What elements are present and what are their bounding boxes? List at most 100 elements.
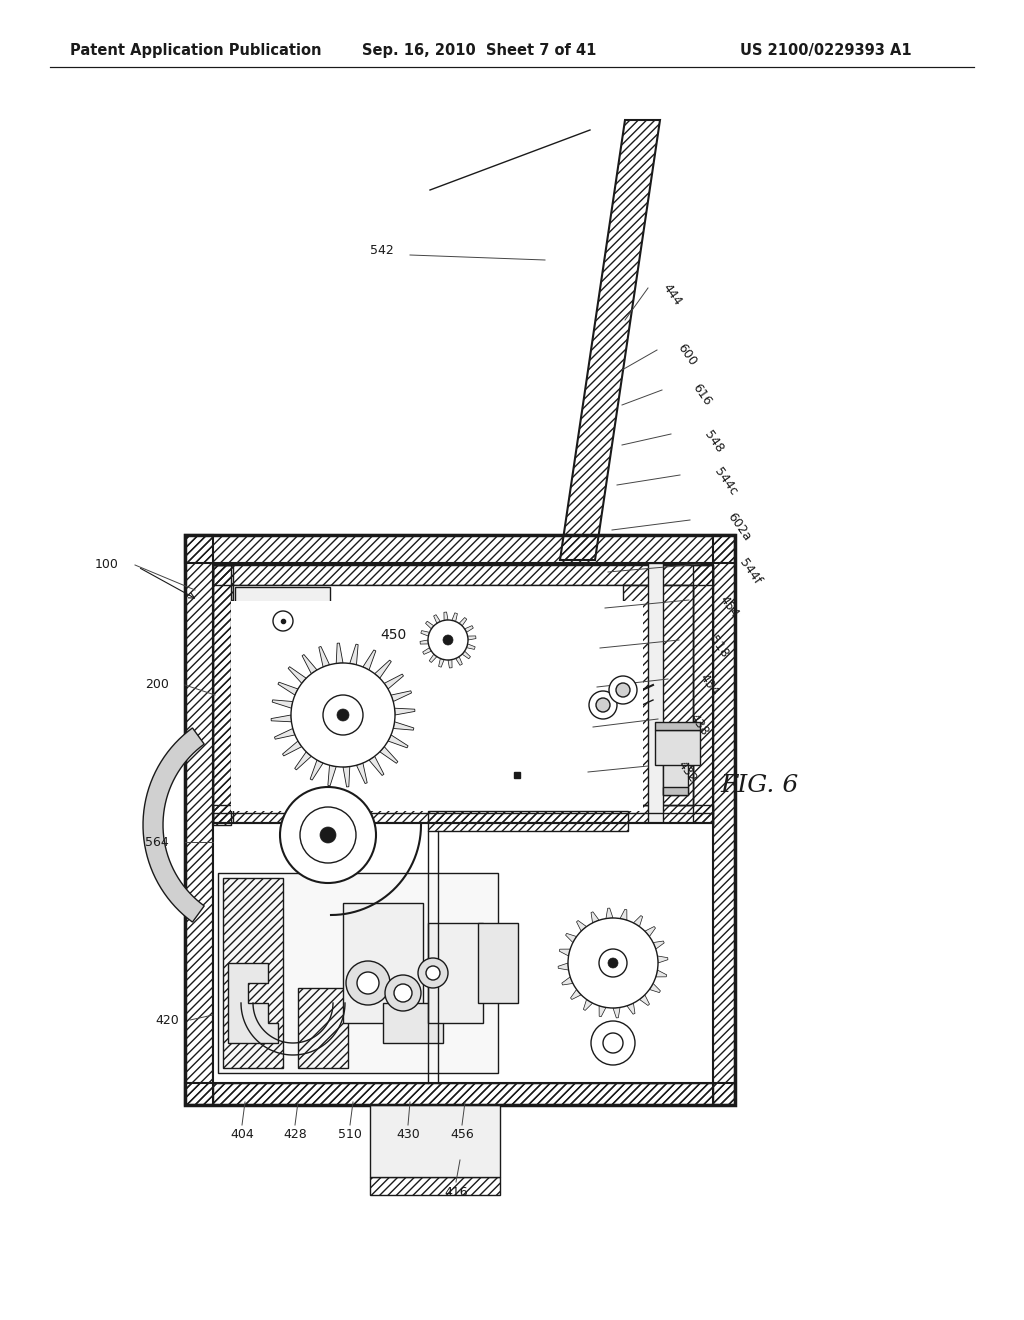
Polygon shape xyxy=(272,700,293,709)
Polygon shape xyxy=(228,964,278,1043)
Polygon shape xyxy=(213,805,343,830)
Polygon shape xyxy=(375,660,391,678)
Polygon shape xyxy=(433,615,440,623)
Polygon shape xyxy=(356,763,368,784)
Polygon shape xyxy=(558,964,568,970)
Polygon shape xyxy=(429,655,437,663)
Polygon shape xyxy=(274,729,295,739)
Bar xyxy=(531,755,556,795)
Polygon shape xyxy=(394,709,415,715)
Circle shape xyxy=(616,682,630,697)
Text: 450: 450 xyxy=(380,628,407,642)
Text: 420: 420 xyxy=(155,1014,179,1027)
Bar xyxy=(655,730,700,766)
Bar xyxy=(213,565,713,825)
Polygon shape xyxy=(655,970,667,977)
Polygon shape xyxy=(599,1006,606,1016)
Bar xyxy=(663,744,688,795)
Text: 510: 510 xyxy=(338,1129,361,1142)
Polygon shape xyxy=(271,715,292,722)
Polygon shape xyxy=(452,612,458,622)
Circle shape xyxy=(418,958,449,987)
Polygon shape xyxy=(302,655,317,673)
Polygon shape xyxy=(384,675,403,689)
Bar xyxy=(233,585,693,805)
Polygon shape xyxy=(639,995,649,1006)
Polygon shape xyxy=(577,920,587,931)
Polygon shape xyxy=(657,956,668,964)
Polygon shape xyxy=(591,912,599,923)
Text: 518: 518 xyxy=(707,634,731,660)
Bar xyxy=(218,873,498,1073)
Polygon shape xyxy=(634,916,643,927)
Circle shape xyxy=(591,1020,635,1065)
Text: FIG. 6: FIG. 6 xyxy=(720,774,799,796)
Bar xyxy=(428,923,483,1023)
Polygon shape xyxy=(462,651,470,659)
Polygon shape xyxy=(438,659,444,667)
Circle shape xyxy=(319,828,336,843)
Bar xyxy=(693,565,713,825)
Bar xyxy=(213,565,713,585)
Polygon shape xyxy=(288,667,306,684)
Text: 564: 564 xyxy=(145,836,169,849)
Polygon shape xyxy=(562,977,572,985)
Bar xyxy=(213,822,713,1082)
Bar xyxy=(213,565,231,825)
Bar xyxy=(428,810,628,832)
Polygon shape xyxy=(278,682,298,696)
Bar xyxy=(343,903,423,1023)
Text: 404: 404 xyxy=(230,1129,254,1142)
Text: 430: 430 xyxy=(396,1129,420,1142)
Polygon shape xyxy=(388,735,408,748)
Text: 456: 456 xyxy=(451,1129,474,1142)
Text: 432: 432 xyxy=(675,759,699,785)
Text: Patent Application Publication: Patent Application Publication xyxy=(70,42,322,58)
Circle shape xyxy=(323,696,362,735)
Polygon shape xyxy=(649,983,660,993)
Circle shape xyxy=(596,698,610,711)
Polygon shape xyxy=(456,656,463,665)
Bar xyxy=(185,535,213,1105)
Polygon shape xyxy=(606,908,613,919)
Bar xyxy=(623,585,693,805)
Circle shape xyxy=(608,958,618,968)
Bar xyxy=(185,535,735,564)
Polygon shape xyxy=(393,722,414,730)
Polygon shape xyxy=(283,741,302,756)
Polygon shape xyxy=(621,909,627,920)
Polygon shape xyxy=(459,618,467,626)
Text: 544f: 544f xyxy=(737,557,764,587)
Text: 454: 454 xyxy=(717,594,741,620)
Bar xyxy=(370,1177,500,1195)
Text: 542: 542 xyxy=(370,243,394,256)
Text: US 2100/0229393 A1: US 2100/0229393 A1 xyxy=(740,42,911,58)
Polygon shape xyxy=(343,767,350,787)
Bar xyxy=(503,755,531,795)
Text: 602a: 602a xyxy=(725,511,754,544)
Bar xyxy=(655,722,700,730)
Polygon shape xyxy=(468,636,476,640)
Polygon shape xyxy=(362,649,376,671)
Text: 200: 200 xyxy=(145,678,169,692)
Text: 434: 434 xyxy=(697,672,721,698)
Circle shape xyxy=(300,807,356,863)
Circle shape xyxy=(337,709,349,721)
Text: Sep. 16, 2010  Sheet 7 of 41: Sep. 16, 2010 Sheet 7 of 41 xyxy=(362,42,596,58)
Bar xyxy=(185,1082,735,1105)
Polygon shape xyxy=(310,760,324,780)
Polygon shape xyxy=(420,640,428,644)
Circle shape xyxy=(589,690,617,719)
Polygon shape xyxy=(565,933,577,942)
Text: 444: 444 xyxy=(660,281,684,309)
Bar xyxy=(213,1082,713,1105)
Polygon shape xyxy=(350,644,358,665)
Text: 416: 416 xyxy=(444,1185,468,1199)
Circle shape xyxy=(568,917,658,1008)
Circle shape xyxy=(280,787,376,883)
Circle shape xyxy=(394,983,412,1002)
Bar xyxy=(713,535,735,1105)
Circle shape xyxy=(428,620,468,660)
Text: 428: 428 xyxy=(283,1129,307,1142)
Circle shape xyxy=(609,676,637,704)
